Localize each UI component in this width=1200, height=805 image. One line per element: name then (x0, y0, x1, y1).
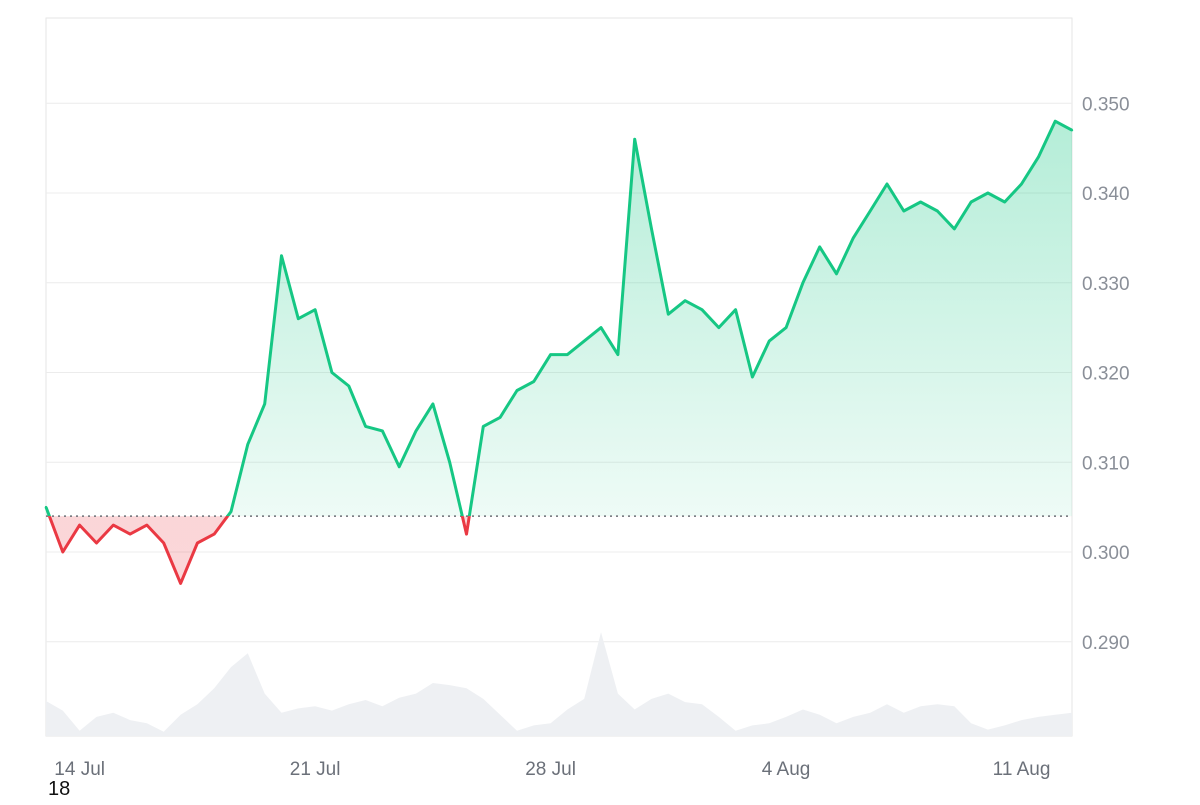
price-point (869, 209, 872, 213)
price-point (852, 236, 855, 240)
price-line (44, 119, 1074, 585)
volume-area-shape (46, 632, 1072, 736)
volume-area (46, 632, 1072, 736)
x-tick-label: 21 Jul (290, 759, 341, 780)
price-point (616, 353, 620, 356)
price-point (330, 371, 334, 374)
price-area-above-baseline (46, 121, 1072, 517)
price-point (751, 375, 754, 379)
y-tick-label: 0.310 (1082, 453, 1130, 474)
price-point (683, 299, 687, 302)
y-tick-label: 0.350 (1082, 94, 1130, 115)
price-point (381, 429, 384, 433)
price-point (145, 523, 149, 527)
price-point (313, 308, 317, 311)
y-tick-label: 0.330 (1082, 274, 1130, 295)
price-point (1003, 200, 1006, 204)
price-line-below-baseline (47, 516, 471, 585)
price-point (431, 402, 435, 406)
price-point (1020, 182, 1023, 186)
price-point (448, 461, 451, 464)
price-point (953, 227, 956, 231)
price-point (768, 339, 771, 343)
price-point (128, 532, 132, 536)
price-point (532, 380, 535, 383)
grid-lines (46, 102, 1072, 643)
price-point (280, 254, 283, 257)
x-tick-label: 11 Aug (993, 759, 1051, 780)
price-point (902, 209, 905, 213)
price-point (969, 200, 973, 204)
price-point (515, 389, 519, 392)
price-point (650, 227, 653, 231)
price-point (179, 582, 182, 585)
price-point (246, 443, 249, 446)
price-point (465, 532, 468, 536)
price-point (801, 281, 805, 284)
price-point (700, 308, 704, 311)
price-point (818, 245, 821, 249)
corner-label: 18 (48, 778, 71, 800)
price-point (364, 425, 367, 428)
x-axis-ticks: 14 Jul 21 Jul 28 Jul 4 Aug 11 Aug (54, 759, 1050, 780)
price-point (263, 402, 266, 406)
price-point (95, 541, 98, 545)
price-point (784, 326, 788, 329)
price-point (667, 313, 670, 316)
price-point (936, 209, 939, 213)
price-point (566, 353, 569, 356)
price-point (1037, 155, 1040, 159)
y-tick-label: 0.290 (1082, 633, 1130, 654)
price-point (734, 308, 737, 311)
x-tick-label: 28 Jul (525, 759, 576, 780)
price-point (229, 510, 233, 513)
price-point (1070, 129, 1074, 132)
price-point (297, 317, 300, 320)
y-tick-label: 0.320 (1082, 364, 1130, 385)
x-tick-label: 4 Aug (762, 759, 811, 780)
price-point (61, 550, 64, 554)
price-point (398, 465, 401, 468)
y-axis-ticks: 0.290 0.300 0.310 0.320 0.330 0.340 0.350 (1082, 94, 1130, 654)
price-point (599, 326, 603, 329)
y-tick-label: 0.300 (1082, 543, 1130, 564)
price-point (78, 523, 81, 527)
price-point (986, 191, 990, 195)
price-point (482, 425, 485, 428)
price-point (583, 339, 586, 343)
price-point (162, 541, 165, 545)
price-point (717, 326, 720, 329)
y-tick-label: 0.340 (1082, 184, 1130, 205)
price-point (633, 138, 636, 141)
price-point (213, 532, 216, 536)
price-point (885, 182, 889, 186)
price-line-above-baseline (44, 119, 1073, 517)
price-point (549, 353, 552, 356)
price-point (44, 505, 48, 509)
price-point (112, 523, 115, 527)
price-point (919, 200, 922, 204)
x-tick-label: 14 Jul (54, 759, 105, 780)
price-point (835, 272, 838, 275)
price-point (347, 384, 350, 388)
price-point (1054, 120, 1057, 123)
price-point (498, 416, 502, 419)
price-point (414, 429, 418, 433)
price-point (196, 541, 199, 545)
